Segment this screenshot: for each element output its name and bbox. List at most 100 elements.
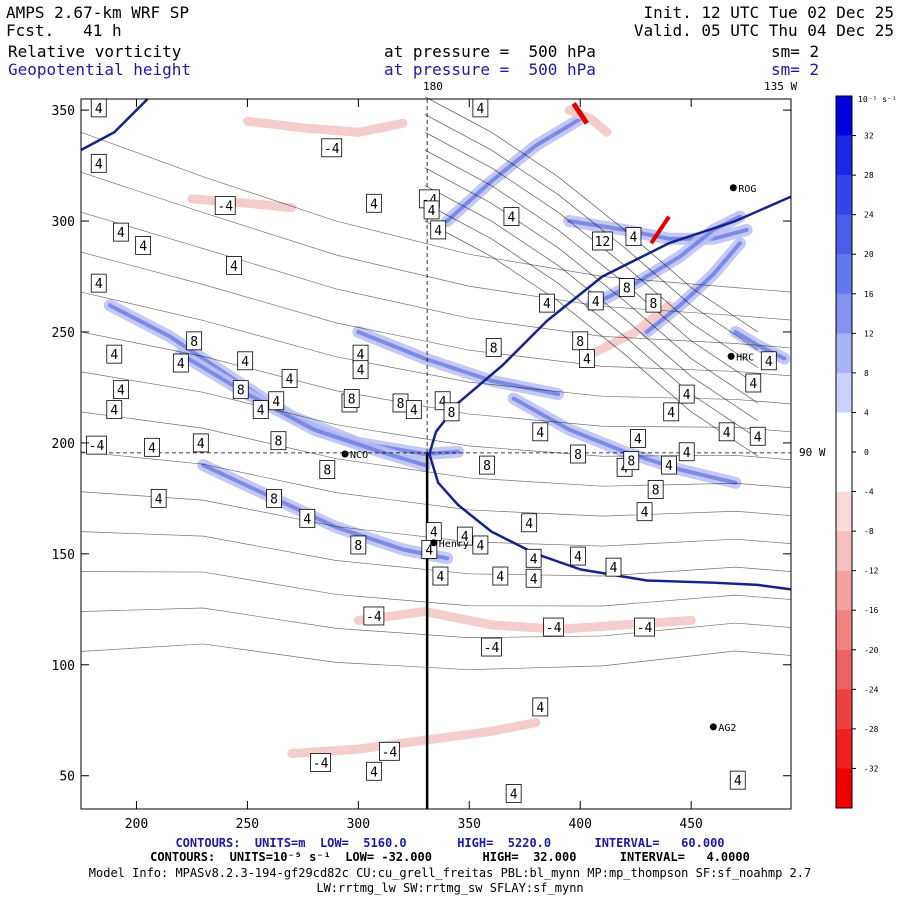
contour-label-value: 4 <box>754 430 762 445</box>
vorticity-contour <box>424 167 758 404</box>
colorbar-tick-label: 16 <box>864 290 874 299</box>
contour-label: 4 <box>492 566 509 586</box>
colorbar-bin <box>836 531 852 572</box>
contour-label: 4 <box>365 761 382 781</box>
x-tick-label: 300 <box>347 817 370 832</box>
contour-label-value: -4 <box>324 142 340 157</box>
contour-label-value: 4 <box>525 517 533 532</box>
contour-label-value: 4 <box>197 437 205 452</box>
contour-label-value: 4 <box>749 377 757 392</box>
vorticity-contour <box>80 643 792 671</box>
contour-label-box <box>268 391 285 411</box>
contour-label: 4 <box>663 402 680 422</box>
height-contour-line <box>80 98 149 152</box>
contour-label-box <box>352 360 369 380</box>
colorbar-tick-label: -12 <box>864 567 879 576</box>
contour-label: 4 <box>525 568 542 588</box>
reference-lines <box>81 99 791 809</box>
contour-label-box <box>423 200 440 220</box>
contour-label: 4 <box>678 384 695 404</box>
station-marker <box>727 352 735 360</box>
contour-label-value: 4 <box>437 570 445 585</box>
contour-label-value: -4 <box>546 621 562 636</box>
contour-label-box <box>570 444 586 464</box>
contour-label-value: 4 <box>723 426 731 441</box>
colorbar-tick-label: -4 <box>864 488 874 497</box>
contour-label-box <box>113 222 129 242</box>
contour-label-box <box>90 273 107 293</box>
strong-vorticity-core <box>201 463 450 561</box>
colorbar-unit: 10⁻⁵ s⁻¹ <box>858 95 897 104</box>
contour-label: 4 <box>678 442 695 462</box>
contour-label-box <box>485 338 502 357</box>
contour-label-value: -4 <box>484 641 500 656</box>
contour-label: 4 <box>625 227 642 246</box>
contour-label: 8 <box>232 380 249 400</box>
contour-label-value: 4 <box>510 787 518 802</box>
contour-label-value: 8 <box>448 406 456 421</box>
contour-label-value: 4 <box>425 543 433 558</box>
contour-label-value: 4 <box>430 526 438 541</box>
contour-label-box <box>645 293 662 313</box>
contour-label-value: 8 <box>652 484 660 499</box>
contour-label-box <box>430 220 447 240</box>
y-tick-label: 100 <box>52 659 75 674</box>
contour-label-value: 4 <box>536 426 544 441</box>
colorbar-bin <box>836 293 852 334</box>
strong-negative-core <box>571 102 589 125</box>
contour-label: 4 <box>252 400 269 420</box>
contour-label-value: 4 <box>230 259 238 274</box>
contour-label-box <box>678 384 695 404</box>
colorbar-bin <box>836 728 852 769</box>
vorticity-contour <box>80 331 792 433</box>
colorbar-bin <box>836 214 852 255</box>
vorticity-contour <box>80 291 792 405</box>
station-marker <box>341 450 349 458</box>
contour-label: 4 <box>578 349 595 368</box>
contour-label-value: 4 <box>634 432 642 447</box>
vorticity-contour <box>424 131 758 368</box>
contour-label-value: 4 <box>574 550 582 565</box>
contour-label: 4 <box>299 508 316 528</box>
contour-label: 4 <box>150 488 167 508</box>
contour-label: 4 <box>135 236 152 255</box>
colorbar-tick-label: -24 <box>864 685 879 694</box>
contour-label-box <box>570 546 586 566</box>
strong-vorticity-core <box>567 219 749 241</box>
contour-label: 4 <box>144 437 160 457</box>
colorbar-bin <box>836 452 852 493</box>
contour-label-value: 4 <box>765 355 773 370</box>
colorbar-bin <box>836 412 852 453</box>
contour-label-value: 4 <box>357 364 365 379</box>
contour-label-value: 4 <box>241 355 249 370</box>
contour-label: 4 <box>106 344 123 364</box>
contour-label-box <box>270 431 287 451</box>
contour-label-value: 4 <box>272 395 280 410</box>
vorticity-contour <box>80 411 792 489</box>
contour-label-box <box>90 153 107 173</box>
contour-label-value: -4 <box>217 200 233 215</box>
contour-label-box <box>106 344 123 364</box>
colorbar-bin <box>836 610 852 651</box>
contour-label-box <box>481 637 502 657</box>
contour-label-box <box>521 513 538 533</box>
valid-time: Valid. 05 UTC Thu 04 Dec 25 <box>633 21 894 40</box>
station-marker <box>729 184 737 192</box>
model-title: AMPS 2.67-km WRF SP <box>6 3 190 22</box>
contour-label: 4 <box>352 344 369 364</box>
contour-label: 4 <box>90 153 107 173</box>
contour-label: 8 <box>270 431 287 451</box>
contour-label: 8 <box>479 455 495 475</box>
x-tick-label: 250 <box>236 817 259 832</box>
station-marker <box>709 723 717 731</box>
negative-vorticity-band <box>242 116 408 137</box>
contour-label-box <box>578 349 595 368</box>
contour-label-value: 4 <box>630 231 638 246</box>
contour-label-value: 4 <box>508 211 516 226</box>
contour-label-box <box>472 535 489 555</box>
colorbar-tick-label: 24 <box>864 211 874 220</box>
vorticity-contour <box>80 531 792 577</box>
contour-label: 4 <box>90 273 107 293</box>
contour-label-box <box>647 480 664 499</box>
field2-smooth: sm= 2 <box>771 60 820 79</box>
